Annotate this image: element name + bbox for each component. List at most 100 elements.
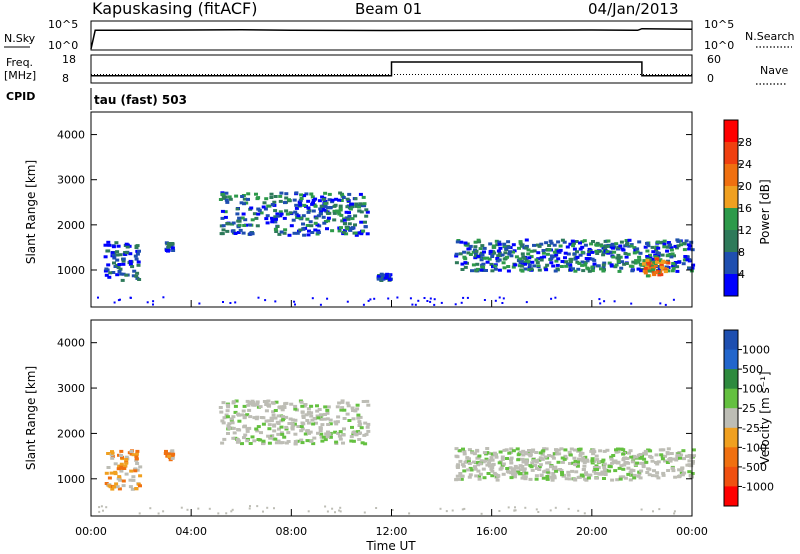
echo-cell [680,466,685,470]
power-ylabel: Slant Range [km] [24,160,38,264]
echo-cell [653,264,658,268]
echo-cell [536,251,541,255]
echo-cell [323,200,328,203]
echo-cell [495,478,500,482]
echo-cell [587,253,591,257]
echo-cell [638,251,643,255]
echo-cell [245,413,250,417]
echo-cell [494,455,499,459]
echo-cell [629,468,634,472]
echo-cell [316,231,321,234]
echo-cell [243,424,247,428]
echo-cell [656,246,661,250]
echo-cell [556,448,561,452]
echo-cell [305,224,310,227]
echo-cell [523,260,528,264]
echo-cell [567,450,572,454]
echo-cell [247,426,252,430]
echo-cell [583,263,588,267]
echo-cell [535,459,539,463]
echo-cell [255,401,260,405]
echo-cell [363,421,368,425]
echo-cell [646,448,651,452]
echo-cell [381,277,386,281]
echo-cell [560,460,565,464]
echo-cell [361,229,366,233]
echo-cell [494,299,497,302]
echo-cell [289,402,294,406]
echo-cell [282,216,287,220]
echo-cell [307,209,312,213]
echo-cell [671,469,676,473]
echo-cell [220,209,225,213]
echo-cell [567,507,570,510]
echo-cell [595,243,600,247]
echo-cell [110,455,115,458]
echo-cell [365,399,370,403]
echo-cell [626,466,631,470]
echo-cell [574,470,579,474]
echo-cell [560,456,565,460]
echo-cell [578,475,583,479]
echo-cell [513,509,516,512]
echo-cell [638,456,643,460]
echo-cell [231,508,234,511]
echo-cell [506,240,511,244]
echo-cell [532,459,536,463]
colorbar-tick-label: -25 [742,422,760,435]
echo-cell [138,512,141,515]
echo-cell [231,400,236,404]
echo-cell [685,255,690,259]
echo-cell [384,274,389,278]
echo-cell [590,459,595,463]
echo-cell [502,242,507,246]
echo-cell [532,264,537,268]
echo-cell [664,303,667,306]
echo-cell [479,268,484,272]
x-tick-label: 00:00 [676,525,708,538]
echo-cell [646,244,651,248]
echo-cell [295,216,300,219]
echo-cell [537,511,540,513]
echo-cell [642,457,647,461]
echo-cell [248,223,252,227]
echo-cell [235,207,240,211]
echo-cell [339,199,344,202]
echo-cell [623,252,628,255]
echo-cell [109,471,114,475]
echo-cell [580,250,585,254]
echo-cell [630,302,633,305]
echo-cell [304,413,309,417]
echo-cell [223,195,228,199]
echo-cell [131,274,136,278]
echo-cell [513,464,518,468]
colorbar-tick-label: 28 [738,136,752,149]
echo-cell [326,216,331,220]
echo-cell [556,249,561,253]
echo-cell [350,425,354,429]
echo-cell [364,214,369,218]
echo-cell [578,453,583,457]
colorbar-swatch [724,186,738,209]
echo-cell [528,477,533,481]
echo-cell [580,473,585,477]
echo-cell [583,455,588,459]
echo-cell [227,195,232,199]
echo-cell [255,415,260,419]
echo-cell [490,474,495,478]
echo-cell [119,466,124,470]
echo-cell [306,233,311,237]
echo-cell [220,192,225,196]
echo-cell [549,465,553,469]
echo-cell [608,465,613,469]
echo-cell [451,509,454,512]
echo-cell [529,267,534,271]
echo-cell [120,455,124,459]
echo-cell [535,467,539,470]
echo-cell [117,487,122,491]
echo-cell [117,475,122,479]
echo-cell [639,461,644,465]
echo-cell [581,468,586,471]
echo-cell [326,206,331,210]
echo-cell [554,259,559,263]
